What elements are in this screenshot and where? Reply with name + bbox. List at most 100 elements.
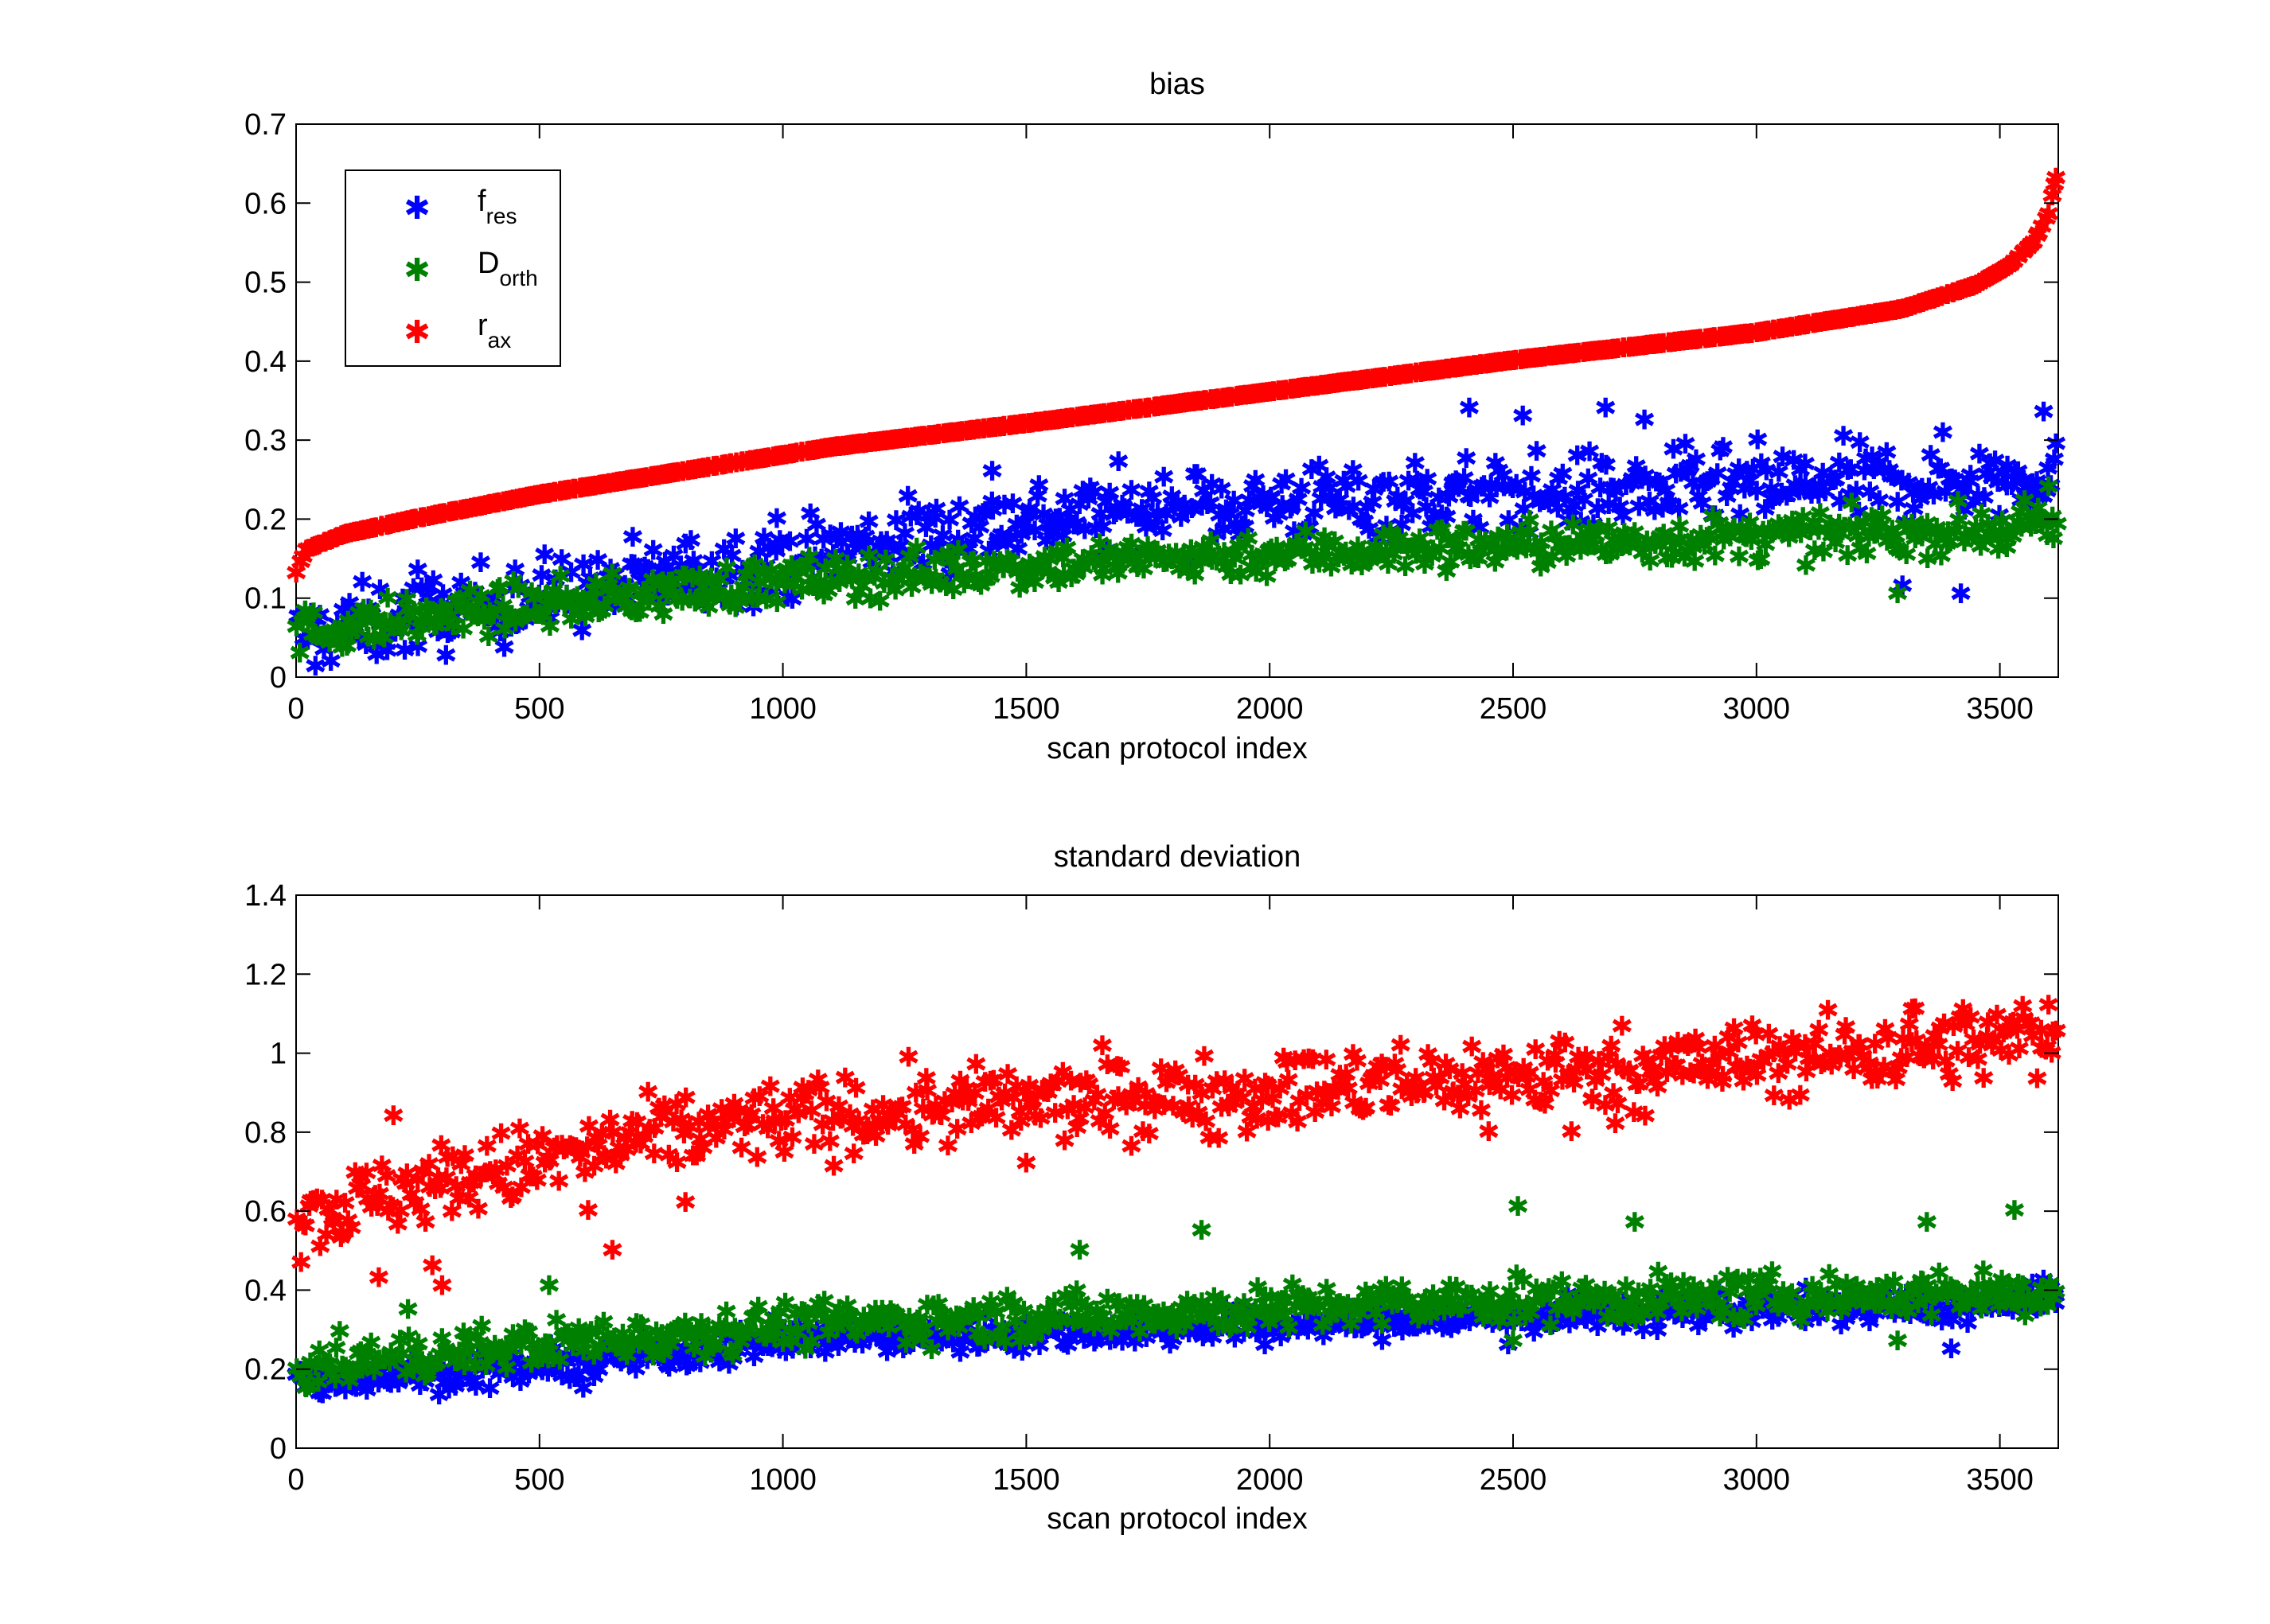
y-tick-label: 0 [270,1432,287,1466]
data-point: ✱ [693,590,716,620]
data-point: ✱ [787,551,810,581]
data-point: ✱ [747,537,770,567]
data-point: ✱ [770,531,794,561]
data-point: ✱ [583,584,607,614]
legend-marker-r-ax: ✱ [404,315,431,350]
y-tick-label: 0.1 [244,582,287,616]
data-point: ✱ [340,604,363,634]
data-point: ✱ [814,548,837,578]
data-point: ✱ [849,530,872,560]
data-point: ✱ [491,603,514,633]
x-tick-label: 2000 [1236,1463,1304,1497]
data-point: ✱ [410,609,433,639]
data-point: ✱ [640,574,663,604]
data-point: ✱ [419,590,442,620]
legend-marker-d-orth: ✱ [404,253,431,288]
y-tick-label: 0.6 [244,1195,287,1229]
data-point: ✱ [1633,405,1656,435]
data-point: ✱ [889,532,912,563]
data-point: ✱ [917,501,940,532]
data-point: ✱ [326,609,349,640]
data-point: ✱ [724,524,747,555]
data-point: ✱ [332,596,355,626]
data-point: ✱ [509,571,532,602]
x-tick-label: 1500 [993,1463,1060,1497]
data-point: ✱ [572,1374,595,1404]
data-point: ✱ [1949,579,1972,609]
standard-deviation-panel: ✱✱✱✱✱✱✱✱✱✱✱✱✱✱✱✱✱✱✱✱✱✱✱✱✱✱✱✱✱✱✱✱✱✱✱✱✱✱✱✱… [244,840,2068,1536]
y-tick-label: 1.4 [244,879,287,913]
x-tick-label: 1000 [749,692,817,726]
data-point: ✱ [897,482,920,512]
data-point: ✱ [422,566,445,596]
data-point: ✱ [519,582,542,613]
data-point: ✱ [1525,437,1548,467]
y-tick-label: 0.3 [244,424,287,458]
data-point: ✱ [821,540,844,571]
data-point: ✱ [392,584,415,614]
data-point: ✱ [920,532,943,562]
data-point: ✱ [712,535,735,566]
data-point: ✱ [649,557,673,587]
data-point: ✱ [348,624,371,654]
data-point: ✱ [674,530,697,560]
data-point: ✱ [854,522,877,552]
data-point: ✱ [306,606,330,636]
data-point: ✱ [300,599,323,629]
data-point: ✱ [416,582,439,613]
data-point: ✱ [876,542,899,572]
data-point: ✱ [674,1188,697,1218]
data-point: ✱ [376,636,399,666]
data-point: ✱ [322,619,345,649]
data-point: ✱ [2003,1196,2026,1226]
x-tick-label: 500 [514,692,564,726]
data-point: ✱ [355,630,378,660]
data-point: ✱ [645,580,668,610]
data-point: ✱ [2026,1065,2049,1095]
data-point: ✱ [2032,397,2055,427]
data-point: ✱ [443,602,466,633]
data-point: ✱ [579,564,602,594]
data-point: ✱ [387,605,410,635]
data-point: ✱ [514,606,537,636]
data-point: ✱ [825,524,848,555]
data-point: ✱ [837,543,860,574]
data-point: ✱ [400,610,423,641]
data-point: ✱ [2045,163,2068,193]
data-point: ✱ [320,647,343,677]
data-point: ✱ [396,1295,419,1325]
y-tick-label: 0.7 [244,108,287,142]
data-point: ✱ [407,632,430,662]
data-point: ✱ [365,641,388,671]
data-point: ✱ [1507,1192,1530,1222]
data-point: ✱ [382,1101,405,1131]
y-tick-label: 0.6 [244,187,287,220]
y-tick-label: 0.5 [244,267,287,300]
data-point: ✱ [766,504,789,535]
data-point: ✱ [575,570,599,600]
data-point: ✱ [501,574,525,605]
data-point: ✱ [539,604,562,634]
data-point: ✱ [380,615,404,645]
data-point: ✱ [538,1271,561,1301]
data-point: ✱ [843,529,866,559]
data-point: ✱ [554,587,577,617]
data-point: ✱ [1502,1326,1525,1357]
data-point: ✱ [376,629,399,660]
data-point: ✱ [1455,444,1478,474]
data-point: ✱ [925,495,948,525]
data-point: ✱ [823,565,846,595]
data-point: ✱ [522,584,545,614]
data-point: ✱ [436,619,459,649]
x-tick-label: 0 [287,1463,304,1497]
data-point: ✱ [525,588,548,618]
data-point: ✱ [730,585,753,615]
bias-x-axis-label: scan protocol index [1047,732,1307,765]
data-point: ✱ [745,556,768,586]
data-point: ✱ [630,567,653,598]
data-point: ✱ [2038,473,2061,503]
data-point: ✱ [610,574,633,604]
data-point: ✱ [742,593,765,623]
data-point: ✱ [804,543,827,573]
data-point: ✱ [1458,393,1481,423]
